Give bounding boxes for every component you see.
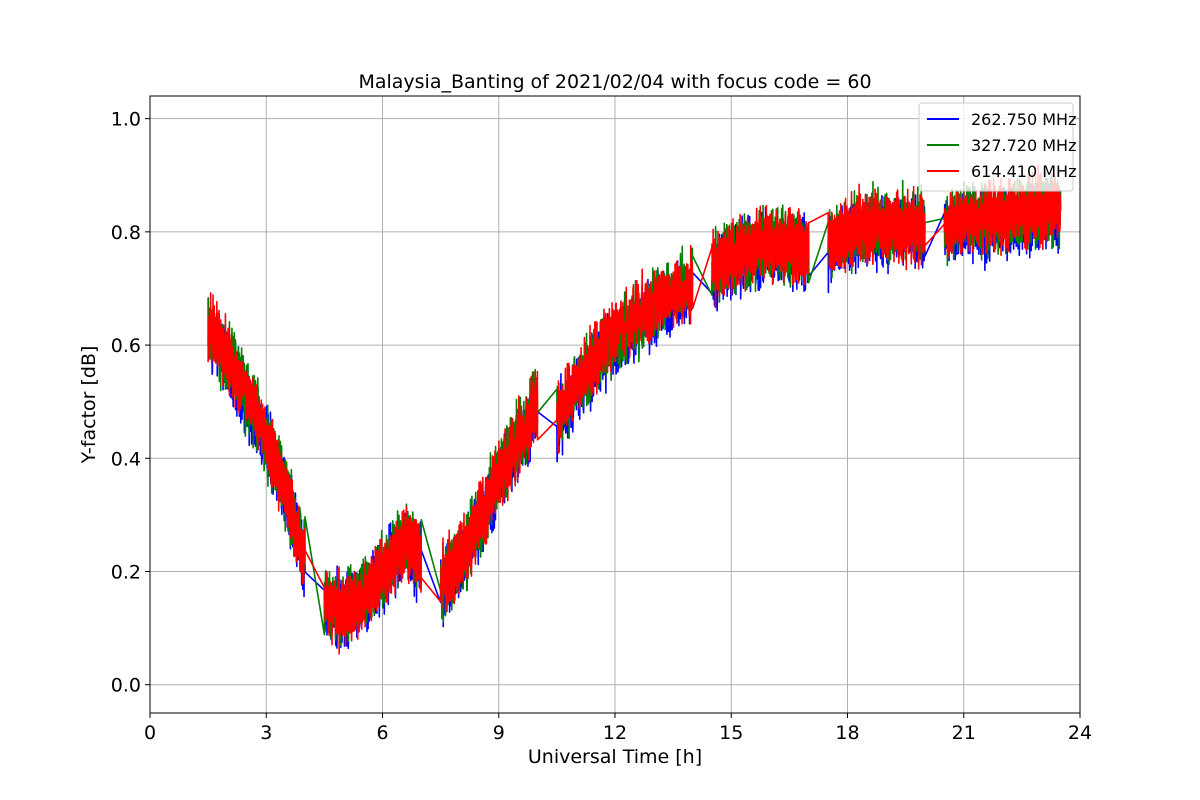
legend: 262.750 MHz 327.720 MHz 614.410 MHz — [918, 102, 1076, 192]
y-tick-label: 0.2 — [111, 561, 141, 583]
x-axis: 0 3 6 9 12 15 18 21 24 — [144, 713, 1092, 744]
series-line-3 — [207, 164, 1062, 655]
chart-title: Malaysia_Banting of 2021/02/04 with focu… — [358, 71, 871, 93]
y-axis: 0.0 0.2 0.4 0.6 0.8 1.0 — [111, 109, 150, 697]
y-tick-label: 0.8 — [111, 222, 141, 244]
y-tick-label: 1.0 — [111, 109, 141, 131]
x-tick-label: 9 — [493, 722, 505, 744]
x-tick-label: 24 — [1068, 722, 1092, 744]
legend-label: 614.410 MHz — [971, 162, 1076, 181]
x-tick-label: 21 — [952, 722, 976, 744]
y-tick-label: 0.6 — [111, 335, 141, 357]
legend-label: 262.750 MHz — [971, 110, 1076, 129]
legend-label: 327.720 MHz — [971, 136, 1076, 155]
x-axis-label: Universal Time [h] — [528, 746, 702, 768]
legend-box — [918, 102, 1074, 192]
x-tick-label: 15 — [719, 722, 743, 744]
x-tick-label: 12 — [603, 722, 627, 744]
y-tick-label: 0.4 — [111, 448, 141, 470]
y-axis-label: Y-factor [dB] — [78, 346, 100, 465]
x-tick-label: 18 — [835, 722, 859, 744]
series-layer — [207, 164, 1062, 655]
x-tick-label: 6 — [376, 722, 388, 744]
x-tick-label: 0 — [144, 722, 156, 744]
y-tick-label: 0.0 — [111, 675, 141, 697]
x-tick-label: 3 — [260, 722, 272, 744]
